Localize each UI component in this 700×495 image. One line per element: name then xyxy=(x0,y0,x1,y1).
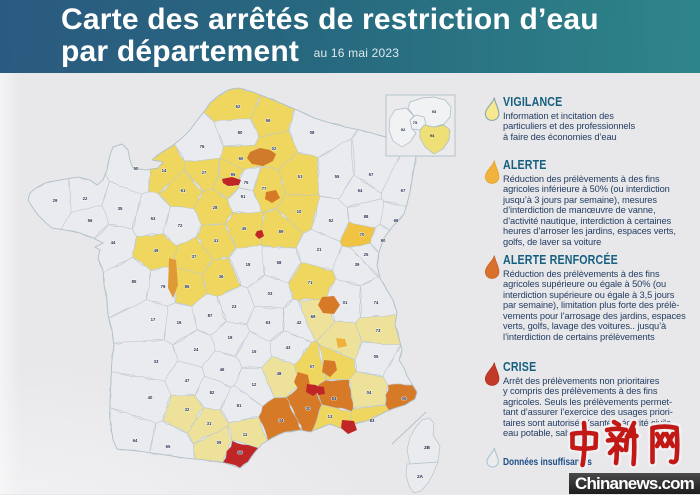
svg-text:95: 95 xyxy=(231,172,236,177)
svg-text:12: 12 xyxy=(252,382,257,387)
svg-text:27: 27 xyxy=(202,170,207,175)
svg-text:33: 33 xyxy=(154,359,159,364)
svg-text:90: 90 xyxy=(381,238,386,243)
svg-text:70: 70 xyxy=(360,232,365,237)
svg-text:94: 94 xyxy=(430,133,435,138)
svg-text:93: 93 xyxy=(432,109,437,114)
svg-text:10: 10 xyxy=(297,209,302,214)
svg-text:80: 80 xyxy=(238,130,243,135)
svg-text:72: 72 xyxy=(178,223,183,228)
svg-text:45: 45 xyxy=(242,226,247,231)
svg-text:41: 41 xyxy=(214,238,219,243)
svg-text:46: 46 xyxy=(220,367,225,372)
svg-text:09: 09 xyxy=(217,440,222,445)
svg-text:69: 69 xyxy=(311,314,316,319)
svg-text:18: 18 xyxy=(246,262,251,267)
svg-text:65: 65 xyxy=(166,444,171,449)
svg-text:29: 29 xyxy=(53,198,58,203)
svg-text:24: 24 xyxy=(194,347,199,352)
svg-text:84: 84 xyxy=(332,396,337,401)
svg-text:76: 76 xyxy=(200,144,205,149)
svg-text:66: 66 xyxy=(238,450,243,455)
svg-text:15: 15 xyxy=(252,349,257,354)
svg-text:34: 34 xyxy=(279,418,284,423)
svg-text:14: 14 xyxy=(162,168,167,173)
svg-text:11: 11 xyxy=(243,432,248,437)
svg-text:81: 81 xyxy=(237,403,242,408)
svg-text:75: 75 xyxy=(413,120,418,125)
svg-text:35: 35 xyxy=(118,206,123,211)
svg-text:13: 13 xyxy=(328,414,333,419)
svg-text:49: 49 xyxy=(154,248,159,253)
svg-text:05: 05 xyxy=(374,354,379,359)
svg-text:83: 83 xyxy=(370,418,375,423)
svg-text:63: 63 xyxy=(266,320,271,325)
svg-text:37: 37 xyxy=(192,254,197,259)
svg-text:01: 01 xyxy=(343,300,348,305)
svg-text:68: 68 xyxy=(394,218,399,223)
svg-text:42: 42 xyxy=(297,320,302,325)
svg-text:19: 19 xyxy=(228,335,233,340)
svg-text:54: 54 xyxy=(358,188,363,193)
svg-text:51: 51 xyxy=(298,174,303,179)
svg-text:44: 44 xyxy=(111,240,116,245)
svg-text:89: 89 xyxy=(279,229,284,234)
svg-text:92: 92 xyxy=(401,127,406,132)
svg-text:17: 17 xyxy=(151,317,156,322)
svg-text:28: 28 xyxy=(213,205,218,210)
svg-text:36: 36 xyxy=(219,274,224,279)
svg-text:60: 60 xyxy=(239,156,244,161)
svg-text:39: 39 xyxy=(355,262,360,267)
svg-text:16: 16 xyxy=(177,320,182,325)
svg-text:23: 23 xyxy=(232,304,237,309)
svg-text:56: 56 xyxy=(88,218,93,223)
svg-text:75: 75 xyxy=(244,180,249,185)
svg-text:04: 04 xyxy=(367,390,372,395)
svg-text:88: 88 xyxy=(364,214,369,219)
svg-text:61: 61 xyxy=(181,188,186,193)
svg-text:71: 71 xyxy=(308,280,313,285)
svg-text:64: 64 xyxy=(133,438,138,443)
svg-text:52: 52 xyxy=(329,218,334,223)
svg-text:03: 03 xyxy=(268,291,273,296)
svg-text:74: 74 xyxy=(374,300,379,305)
svg-text:25: 25 xyxy=(364,252,369,257)
svg-text:40: 40 xyxy=(148,395,153,400)
svg-text:21: 21 xyxy=(317,247,322,252)
svg-text:79: 79 xyxy=(161,284,166,289)
svg-text:58: 58 xyxy=(277,260,282,265)
svg-text:85: 85 xyxy=(132,279,137,284)
svg-text:06: 06 xyxy=(402,396,407,401)
svg-text:48: 48 xyxy=(277,371,282,376)
svg-text:43: 43 xyxy=(286,345,291,350)
svg-text:77: 77 xyxy=(262,186,267,191)
svg-text:62: 62 xyxy=(236,104,241,109)
svg-text:91: 91 xyxy=(241,194,246,199)
svg-text:08: 08 xyxy=(310,130,315,135)
svg-text:02: 02 xyxy=(272,146,277,151)
svg-text:30: 30 xyxy=(306,406,311,411)
svg-text:55: 55 xyxy=(335,174,340,179)
svg-text:47: 47 xyxy=(185,378,190,383)
svg-text:73: 73 xyxy=(376,328,381,333)
svg-text:86: 86 xyxy=(185,284,190,289)
svg-text:07: 07 xyxy=(310,364,315,369)
svg-text:57: 57 xyxy=(369,172,374,177)
svg-text:50: 50 xyxy=(134,166,139,171)
svg-text:87: 87 xyxy=(208,313,213,318)
svg-text:59: 59 xyxy=(266,118,271,123)
svg-text:53: 53 xyxy=(151,216,156,221)
svg-text:82: 82 xyxy=(210,390,215,395)
svg-text:31: 31 xyxy=(207,421,212,426)
svg-text:22: 22 xyxy=(83,196,88,201)
svg-text:32: 32 xyxy=(185,407,190,412)
svg-text:2A: 2A xyxy=(417,474,424,479)
svg-text:2B: 2B xyxy=(424,445,431,450)
svg-text:67: 67 xyxy=(401,188,406,193)
